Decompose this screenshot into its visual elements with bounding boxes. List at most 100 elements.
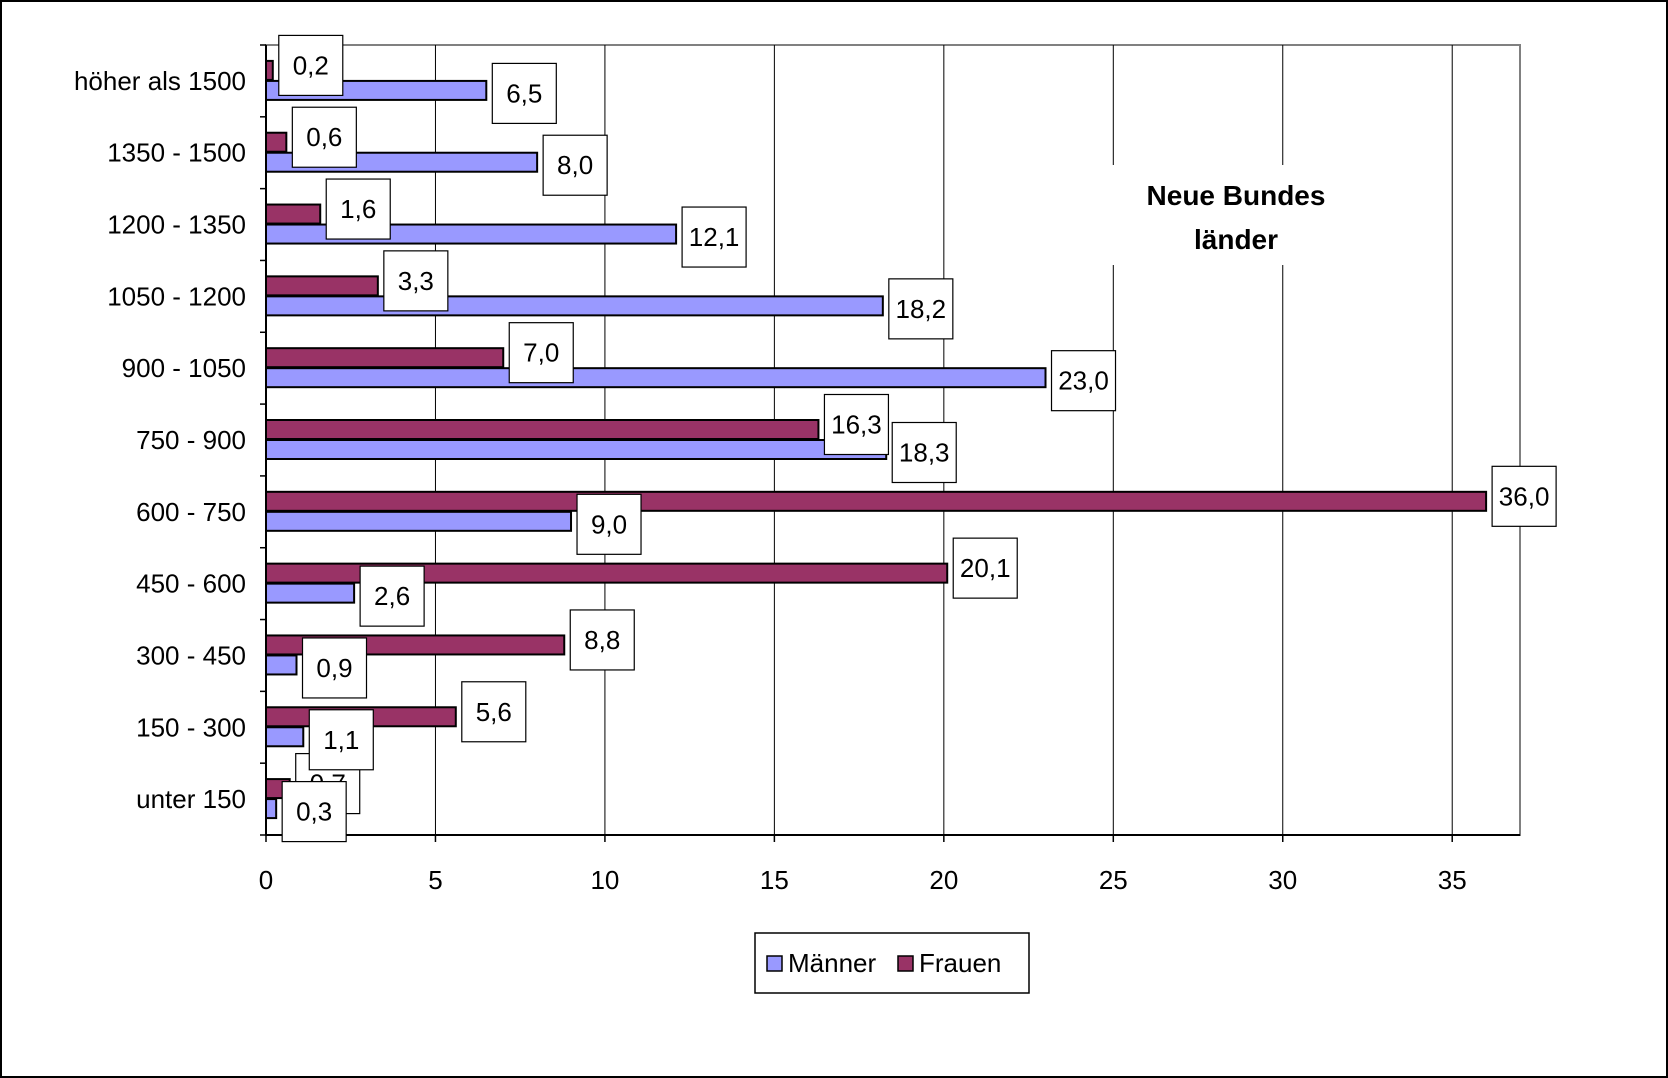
category-label-5: 750 - 900 [136, 425, 246, 455]
data-label-maenner-6-box [1050, 350, 1117, 412]
bar-frauen-10 [265, 59, 274, 81]
data-label-frauen-6-box [508, 322, 574, 384]
bar-maenner-0 [265, 798, 278, 820]
data-label-frauen-4-text: 36,0 [1499, 481, 1550, 511]
x-tick-label-0: 0 [259, 865, 273, 895]
data-label-frauen-6-text: 7,0 [523, 338, 559, 368]
data-label-frauen-3-box [952, 537, 1018, 599]
data-label-maenner-4-text: 9,0 [591, 509, 627, 539]
data-label-maenner-1-box [308, 709, 374, 771]
category-label-6: 900 - 1050 [122, 353, 246, 383]
data-label-frauen-5-box [823, 393, 890, 456]
data-label-frauen-8-box [325, 178, 391, 240]
x-tick-label-5: 5 [428, 865, 442, 895]
data-label-maenner-10: 6,5 [491, 62, 557, 125]
data-label-maenner-3: 2,6 [359, 565, 425, 627]
data-label-frauen-2-box [569, 609, 635, 671]
data-label-frauen-8: 1,6 [325, 178, 391, 240]
bar-maenner-6 [265, 367, 1047, 389]
data-label-frauen-7-box [383, 250, 449, 312]
data-label-maenner-5-text: 18,3 [899, 438, 950, 468]
bar-maenner-7 [265, 295, 884, 317]
data-label-frauen-9: 0,6 [291, 106, 357, 168]
data-label-maenner-8: 12,1 [681, 206, 747, 268]
data-label-maenner-0-box [281, 780, 347, 843]
data-label-frauen-10: 0,2 [278, 34, 344, 97]
data-label-frauen-5-text: 16,3 [831, 410, 882, 440]
data-label-maenner-5: 18,3 [891, 421, 957, 484]
x-tick-label-20: 20 [929, 865, 958, 895]
bar-frauen-7 [265, 275, 379, 297]
bar-maenner-3 [265, 582, 356, 604]
legend-swatch-1 [897, 955, 914, 972]
chart-title-line-1: länder [1194, 224, 1278, 255]
data-label-maenner-6-text: 23,0 [1058, 366, 1109, 396]
legend-swatch-0 [766, 955, 783, 972]
data-label-maenner-2: 0,9 [301, 637, 368, 699]
x-tick-label-15: 15 [760, 865, 789, 895]
data-label-maenner-0: 0,3 [281, 780, 347, 843]
bar-frauen-8 [265, 203, 322, 225]
data-label-maenner-2-box [301, 637, 368, 699]
category-label-9: 1350 - 1500 [107, 138, 246, 168]
bar-frauen-5 [265, 419, 820, 440]
data-label-maenner-4: 9,0 [576, 493, 642, 555]
legend-label-1: Frauen [919, 948, 1001, 978]
data-label-maenner-7-text: 18,2 [896, 294, 947, 324]
data-label-frauen-1: 5,6 [461, 681, 527, 743]
category-label-7: 1050 - 1200 [107, 281, 246, 311]
bar-frauen-6 [265, 347, 505, 369]
data-label-maenner-10-box [491, 62, 557, 125]
data-label-maenner-3-text: 2,6 [374, 581, 410, 611]
data-label-maenner-4-box [576, 493, 642, 555]
data-label-maenner-6: 23,0 [1050, 350, 1117, 412]
data-label-frauen-7-text: 3,3 [398, 266, 434, 296]
data-label-frauen-1-box [461, 681, 527, 743]
data-label-maenner-8-text: 12,1 [689, 222, 740, 252]
data-label-frauen-1-text: 5,6 [476, 697, 512, 727]
title-background [1112, 165, 1358, 265]
data-label-maenner-5-box [891, 421, 957, 484]
data-label-maenner-2-text: 0,9 [316, 653, 352, 683]
legend-label-0: Männer [788, 948, 876, 978]
data-label-frauen-5: 16,3 [823, 393, 890, 456]
data-label-frauen-4-box [1491, 465, 1557, 527]
data-label-maenner-9: 8,0 [542, 134, 608, 196]
x-tick-label-10: 10 [590, 865, 619, 895]
category-label-10: höher als 1500 [74, 66, 246, 96]
category-label-3: 450 - 600 [136, 569, 246, 599]
data-label-frauen-8-text: 1,6 [340, 194, 376, 224]
bar-maenner-5 [265, 439, 888, 460]
chart-title-line-0: Neue Bundes [1147, 180, 1326, 211]
category-label-0: unter 150 [136, 784, 246, 814]
category-label-4: 600 - 750 [136, 497, 246, 527]
data-label-frauen-10-text: 0,2 [293, 50, 329, 80]
category-label-8: 1200 - 1350 [107, 210, 246, 240]
bar-maenner-2 [265, 654, 298, 676]
x-tick-label-30: 30 [1268, 865, 1297, 895]
bar-frauen-9 [265, 131, 288, 153]
data-label-frauen-10-box [278, 34, 344, 97]
data-label-maenner-0-text: 0,3 [296, 797, 332, 827]
data-label-frauen-2-text: 8,8 [584, 625, 620, 655]
data-label-maenner-9-text: 8,0 [557, 150, 593, 180]
x-tick-label-25: 25 [1099, 865, 1128, 895]
data-label-maenner-1: 1,1 [308, 709, 374, 771]
bar-frauen-4 [265, 490, 1488, 512]
data-label-frauen-9-text: 0,6 [306, 122, 342, 152]
data-label-maenner-1-text: 1,1 [323, 725, 359, 755]
data-label-frauen-4: 36,0 [1491, 465, 1557, 527]
legend-box [754, 932, 1030, 994]
data-label-maenner-9-box [542, 134, 608, 196]
data-label-frauen-7: 3,3 [383, 250, 449, 312]
data-label-maenner-3-box [359, 565, 425, 627]
data-label-frauen-9-box [291, 106, 357, 168]
data-label-frauen-3-text: 20,1 [960, 553, 1011, 583]
data-label-frauen-3: 20,1 [952, 537, 1018, 599]
data-label-maenner-8-box [681, 206, 747, 268]
data-label-frauen-6: 7,0 [508, 322, 574, 384]
data-label-maenner-7: 18,2 [888, 278, 954, 340]
category-label-2: 300 - 450 [136, 640, 246, 670]
